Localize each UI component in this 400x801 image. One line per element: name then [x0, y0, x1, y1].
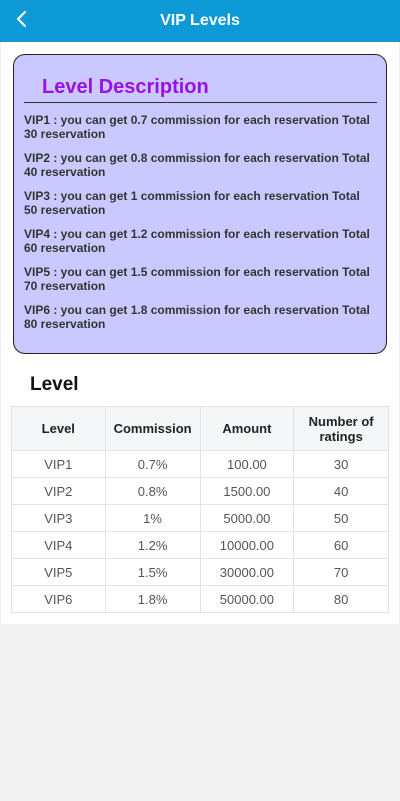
ratings-cell: 70	[293, 558, 389, 586]
description-item: VIP5 : you can get 1.5 commission for ea…	[24, 265, 370, 293]
commission-cell: 0.8%	[104, 477, 201, 505]
description-item: VIP1 : you can get 0.7 commission for ea…	[24, 113, 370, 141]
amount-cell: 10000.00	[199, 531, 295, 559]
description-item: VIP3 : you can get 1 commission for each…	[24, 189, 360, 217]
level-cell: VIP6	[11, 585, 106, 613]
description-item: VIP6 : you can get 1.8 commission for ea…	[24, 303, 370, 331]
table-header-row: Level Commission Amount Number of rating…	[11, 406, 389, 451]
level-description-title: Level Description	[42, 76, 209, 98]
commission-cell: 1%	[104, 504, 201, 532]
main-content: Level Description VIP1 : you can get 0.7…	[1, 42, 399, 624]
amount-cell: 50000.00	[199, 585, 295, 613]
level-cell: VIP4	[11, 531, 106, 559]
description-divider	[24, 102, 377, 103]
description-item: VIP2 : you can get 0.8 commission for ea…	[24, 151, 370, 179]
level-description-card: Level Description VIP1 : you can get 0.7…	[13, 54, 387, 354]
table-row: VIP2 0.8% 1500.00 40	[11, 477, 389, 505]
amount-cell: 100.00	[199, 450, 295, 478]
description-item: VIP4 : you can get 1.2 commission for ea…	[24, 227, 370, 255]
amount-cell: 5000.00	[199, 504, 295, 532]
level-cell: VIP2	[11, 477, 106, 505]
level-cell: VIP5	[11, 558, 106, 586]
level-cell: VIP1	[11, 450, 106, 478]
levels-table: Level Commission Amount Number of rating…	[11, 406, 389, 613]
amount-cell: 30000.00	[199, 558, 295, 586]
ratings-cell: 30	[293, 450, 389, 478]
ratings-cell: 80	[293, 585, 389, 613]
table-row: VIP5 1.5% 30000.00 70	[11, 558, 389, 586]
commission-cell: 1.5%	[104, 558, 201, 586]
ratings-cell: 60	[293, 531, 389, 559]
amount-cell: 1500.00	[199, 477, 295, 505]
column-header-commission: Commission	[104, 406, 201, 451]
table-row: VIP6 1.8% 50000.00 80	[11, 585, 389, 613]
chevron-left-icon	[13, 10, 31, 33]
level-description-list: VIP1 : you can get 0.7 commission for ea…	[24, 113, 376, 341]
level-section-title: Level	[30, 374, 79, 395]
table-row: VIP4 1.2% 10000.00 60	[11, 531, 389, 559]
commission-cell: 1.2%	[104, 531, 201, 559]
back-button[interactable]	[8, 7, 36, 35]
column-header-amount: Amount	[199, 406, 295, 451]
ratings-cell: 40	[293, 477, 389, 505]
page-title: VIP Levels	[160, 12, 240, 29]
column-header-level: Level	[11, 406, 106, 451]
ratings-cell: 50	[293, 504, 389, 532]
top-bar: VIP Levels	[0, 0, 400, 42]
level-cell: VIP3	[11, 504, 106, 532]
commission-cell: 1.8%	[104, 585, 201, 613]
table-row: VIP3 1% 5000.00 50	[11, 504, 389, 532]
column-header-ratings: Number of ratings	[293, 406, 389, 451]
table-row: VIP1 0.7% 100.00 30	[11, 450, 389, 478]
commission-cell: 0.7%	[104, 450, 201, 478]
